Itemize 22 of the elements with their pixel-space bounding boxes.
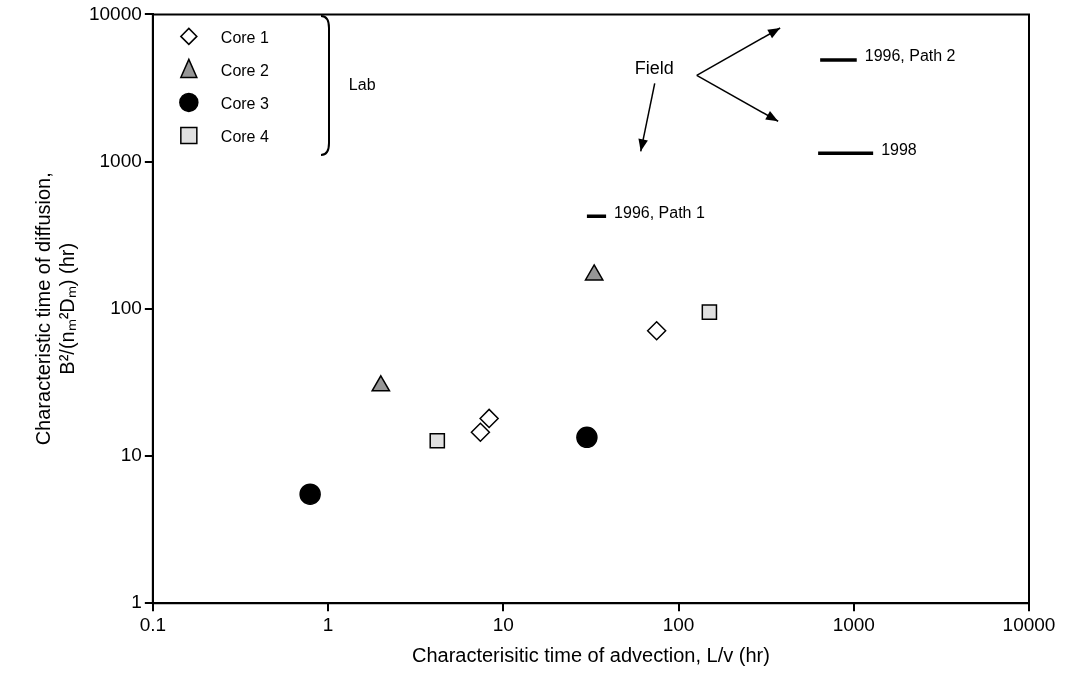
series-label: 1998 — [881, 140, 917, 158]
annotation: Field — [634, 58, 674, 79]
series-label: 1996, Path 2 — [864, 47, 956, 65]
legend-label: Core 2 — [220, 61, 269, 79]
legend-label: Core 4 — [220, 127, 269, 145]
x-tick-label: 10000 — [1002, 613, 1056, 635]
x-tick-label: 1 — [322, 613, 334, 635]
y-tick-label: 100 — [110, 297, 142, 319]
series-label: 1996, Path 1 — [614, 203, 705, 221]
y-tick-label: 10 — [120, 444, 142, 466]
y-tick-label: 1000 — [99, 149, 142, 171]
y-tick-label: 10000 — [88, 2, 142, 24]
y-axis-title: Characteristic time of diffusion, B²/(nₘ²Dₘ) (hr) — [31, 172, 78, 446]
x-tick-label: 100 — [662, 613, 695, 635]
x-axis-title: Characterisitic time of advection, L/v (hr) — [411, 643, 770, 666]
x-tick-label: 10 — [492, 613, 514, 635]
legend-label: Core 3 — [220, 94, 269, 112]
annotation: Lab — [348, 76, 376, 94]
x-tick-label: 1000 — [832, 613, 875, 635]
legend-label: Core 1 — [220, 28, 269, 46]
y-tick-label: 1 — [131, 591, 142, 613]
x-tick-label: 0.1 — [139, 613, 167, 635]
